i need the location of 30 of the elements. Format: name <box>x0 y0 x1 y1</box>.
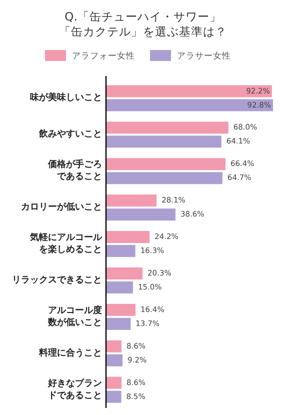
bar <box>106 85 272 98</box>
y-tick-label: 気軽にアルコールを楽しめること <box>29 232 103 256</box>
legend-label: アラフォー女性 <box>72 50 135 62</box>
legend-label: アラサー女性 <box>177 50 231 62</box>
bar <box>106 390 122 403</box>
bar <box>106 245 136 257</box>
bar <box>106 136 222 148</box>
bar <box>106 304 136 316</box>
bar <box>106 194 157 207</box>
y-tick-label: 好きなブランドであること <box>47 378 102 402</box>
bar <box>106 354 123 366</box>
bar <box>106 376 122 389</box>
bar <box>106 281 133 294</box>
bar <box>106 267 143 280</box>
bar <box>106 231 150 243</box>
chart-title: Q.「缶チューハイ・サワー」「缶カクテル」を選ぶ基準は？ <box>59 10 227 39</box>
y-tick-label: カロリーが低いこと <box>21 202 102 214</box>
bar <box>106 122 228 134</box>
bar <box>106 208 176 221</box>
bar <box>106 318 131 330</box>
bar <box>106 158 226 170</box>
y-tick-label: 料理に合うこと <box>38 348 102 359</box>
y-tick-label: リラックスできること <box>12 276 102 286</box>
bar <box>106 99 273 112</box>
bar <box>106 172 222 184</box>
bar <box>106 340 122 352</box>
y-tick-label: 飲みやすいこと <box>38 129 102 140</box>
y-tick-label: 味が美味しいこと <box>30 92 102 104</box>
y-tick-label: 価格が手ごろであること <box>47 160 102 183</box>
y-tick-label: アルコール度数が低いこと <box>47 305 102 328</box>
